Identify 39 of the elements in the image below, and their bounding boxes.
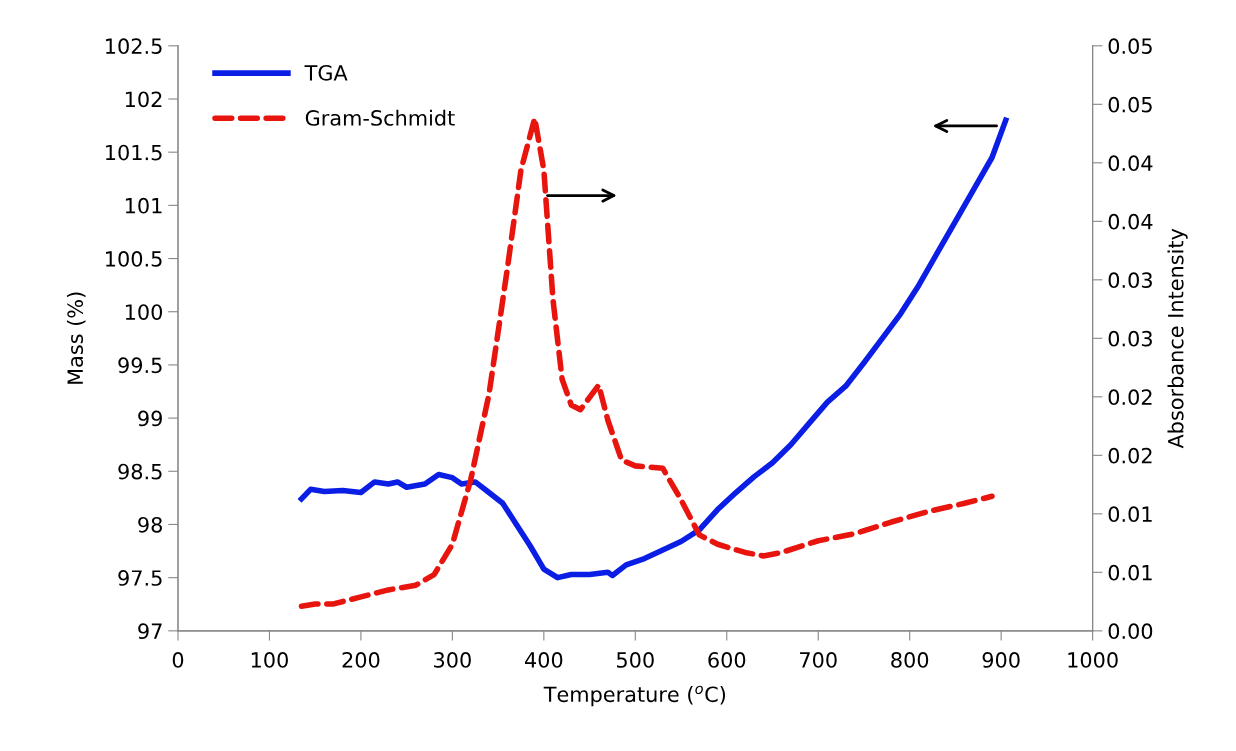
y2-tick-label: 0.03: [1108, 272, 1152, 289]
y-tick-label: 100: [125, 304, 163, 320]
y2-tick-label: 0.00: [1108, 623, 1153, 640]
y-tick-label: 97: [138, 623, 162, 640]
y2-tick-label: 0.05: [1108, 38, 1152, 55]
y2-tick-label: 0.02: [1108, 447, 1152, 464]
y2-tick-label: 0.03: [1108, 330, 1152, 347]
x-tick-label: 900: [982, 652, 1020, 668]
x-tick-label: 0: [172, 652, 184, 668]
x-tick-label: 1000: [1068, 652, 1118, 668]
y2-tick-label: 0.05: [1108, 96, 1152, 113]
y-tick-label: 99: [138, 410, 162, 427]
x-tick-label: 400: [524, 652, 563, 668]
y-tick-label: 101.5: [106, 144, 162, 161]
x-tick-label: 600: [708, 652, 746, 668]
legend-label: TGA: [304, 64, 348, 81]
y-tick-label: 101: [125, 197, 162, 214]
x-tick-label: 800: [891, 652, 929, 668]
y-tick-label: 100.5: [106, 251, 162, 267]
y-tick-label: 102.5: [106, 38, 162, 55]
legend-label: Gram-Schmidt: [305, 109, 455, 126]
x-tick-label: 200: [342, 652, 380, 668]
x-axis-title: Temperature ($^{o}$C): [543, 685, 726, 707]
y2-tick-label: 0.01: [1108, 506, 1152, 523]
y-tick-label: 99.5: [118, 357, 162, 374]
y2-axis-title: Absorbance Intensity: [1167, 228, 1188, 449]
y2-tick-label: 0.04: [1108, 213, 1153, 230]
y-tick-label: 98: [138, 516, 162, 533]
x-tick-label: 500: [617, 652, 654, 668]
y-tick-label: 102: [125, 91, 162, 108]
x-tick-label: 100: [251, 652, 288, 668]
x-tick-label: 700: [800, 652, 837, 668]
y2-tick-label: 0.01: [1108, 564, 1152, 581]
y2-tick-label: 0.04: [1108, 155, 1153, 172]
y-tick-label: 97.5: [118, 570, 162, 586]
y-axis-title: Mass (%): [66, 292, 86, 384]
x-tick-label: 300: [434, 652, 471, 668]
y2-tick-label: 0.02: [1108, 389, 1152, 406]
y-tick-label: 98.5: [118, 463, 162, 480]
